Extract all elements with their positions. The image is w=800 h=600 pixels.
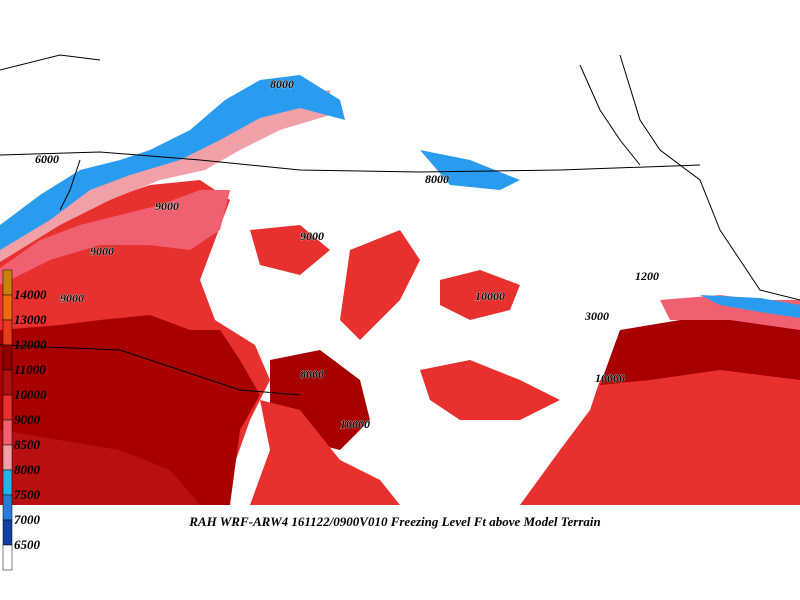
legend-swatch (2, 444, 13, 471)
contour-label: 8000 (300, 367, 324, 381)
legend-label: 9000 (14, 412, 41, 427)
legend-label: 14000 (14, 287, 47, 302)
legend-label: 6500 (14, 537, 41, 552)
contour-label: 9000 (90, 244, 114, 258)
legend-label: 8000 (14, 462, 41, 477)
contour-label: 8000 (425, 172, 449, 186)
contour-label: 9000 (60, 291, 84, 305)
legend-swatch (2, 369, 13, 396)
legend-label: 11000 (14, 362, 46, 377)
legend-swatch (2, 319, 13, 346)
contour-label: 9000 (155, 199, 179, 213)
contour-label: 3000 (584, 309, 609, 323)
boundaries (0, 54, 800, 396)
contour-label: 8000 (270, 77, 294, 91)
legend-swatch (2, 294, 13, 321)
legend-swatch (2, 419, 13, 446)
legend-swatch (2, 269, 13, 296)
legend-swatch (2, 344, 13, 371)
contour-label: 1200 (635, 269, 659, 283)
contour-label: 10000 (475, 289, 505, 303)
legend-swatch (2, 469, 13, 496)
contour-label: 10000 (340, 417, 370, 431)
map-fields (0, 75, 800, 505)
legend-label: 13000 (14, 312, 47, 327)
legend-swatch (2, 394, 13, 421)
caption-strip (0, 505, 800, 600)
legend: 14000 13000 12000 11000 10000 9000 8500 8000 750… (2, 269, 47, 571)
legend-swatch (2, 519, 13, 546)
legend-label: 7000 (14, 512, 41, 527)
contour-labels: 8000 9000 6000 9000 9000 9000 8000 10000 1200 300… (35, 77, 660, 432)
legend-label: 10000 (14, 387, 47, 402)
legend-label: 12000 (14, 337, 47, 352)
caption: RAH WRF-ARW4 161122/0900V010 Freezing Le… (188, 514, 600, 529)
contour-label: 6000 (35, 152, 59, 166)
legend-label: 8500 (14, 437, 41, 452)
legend-swatch (2, 544, 13, 571)
contour-label: 10000 (595, 371, 625, 385)
legend-swatch (2, 494, 13, 521)
contour-label: 9000 (300, 229, 324, 243)
legend-label: 7500 (14, 487, 41, 502)
